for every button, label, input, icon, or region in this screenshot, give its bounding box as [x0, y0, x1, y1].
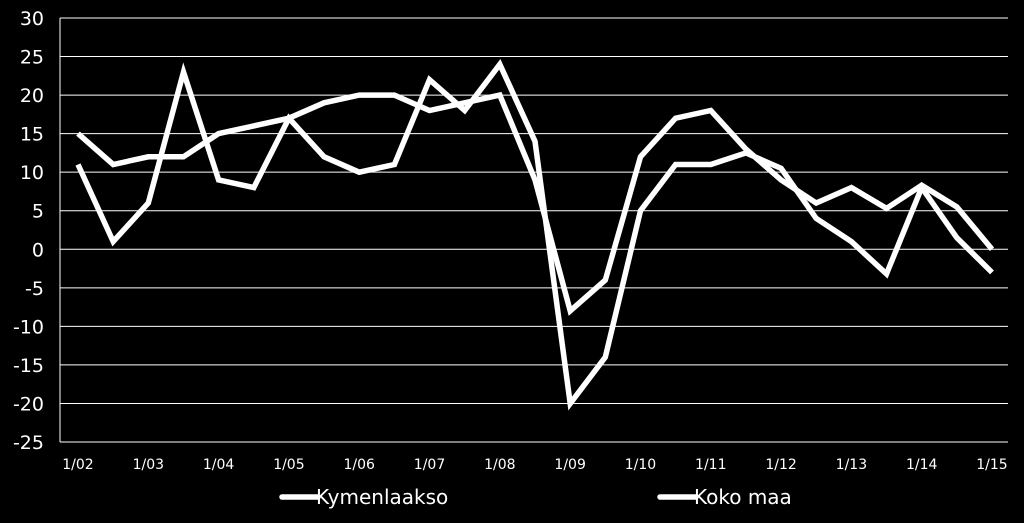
grid-lines [60, 17, 1008, 443]
x-tick-label: 1/04 [203, 457, 235, 473]
x-tick-label: 1/02 [62, 457, 93, 473]
x-tick-label: 1/03 [133, 457, 164, 473]
y-tick-label: -10 [13, 316, 44, 338]
y-tick-label: 0 [32, 239, 44, 261]
y-axis-tick-labels: 30 25 20 15 10 5 0 -5 -10 -15 -20 -25 [13, 8, 44, 454]
y-tick-label: 30 [20, 8, 44, 30]
x-tick-label: 1/05 [273, 457, 304, 473]
x-tick-label: 1/14 [906, 457, 938, 473]
y-tick-label: 10 [20, 162, 44, 184]
y-tick-label: -25 [13, 432, 44, 454]
legend: Kymenlaakso Koko maa [279, 485, 792, 509]
x-tick-label: 1/09 [554, 457, 585, 473]
data-series [75, 58, 995, 411]
x-axis-tick-labels: 1/02 1/03 1/04 1/05 1/06 1/07 1/08 1/09 1/10 1/11… [62, 457, 1007, 473]
x-tick-label: 1/07 [414, 457, 445, 473]
series-line-koko-maa [76, 91, 995, 316]
y-tick-label: 5 [32, 201, 44, 223]
x-tick-label: 1/11 [695, 457, 726, 473]
legend-label: Kymenlaakso [316, 485, 448, 509]
y-tick-label: -5 [25, 278, 44, 300]
x-tick-label: 1/10 [625, 457, 656, 473]
x-tick-label: 1/08 [484, 457, 515, 473]
x-tick-label: 1/13 [836, 457, 867, 473]
y-tick-label: -15 [13, 355, 44, 377]
axes [59, 18, 1008, 443]
y-tick-label: 25 [20, 47, 44, 69]
x-tick-label: 1/12 [765, 457, 796, 473]
x-tick-label: 1/06 [344, 457, 376, 473]
y-tick-label: 20 [20, 85, 44, 107]
x-tick-label: 1/15 [976, 457, 1007, 473]
legend-label: Koko maa [694, 485, 792, 509]
y-tick-label: -20 [13, 393, 44, 415]
y-tick-label: 15 [20, 124, 44, 146]
series-line-kymenlaakso [75, 58, 994, 411]
